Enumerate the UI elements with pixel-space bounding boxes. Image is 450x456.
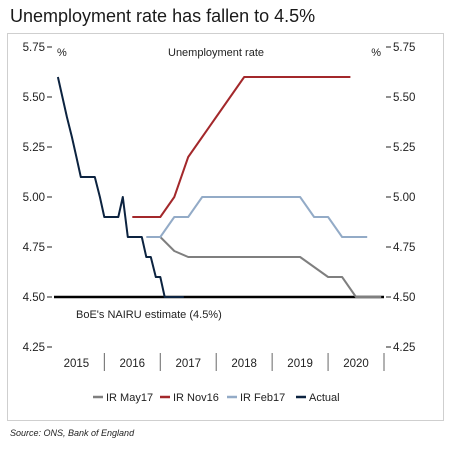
y-tick-label-right: 4.25 xyxy=(393,342,415,354)
chart-legend: IR May17 IR Nov16 IR Feb17 Actual xyxy=(93,392,340,404)
y-tick-label-left: 4.50 xyxy=(23,292,45,304)
legend-label-ir-feb17: IR Feb17 xyxy=(240,392,285,404)
y-tick-label-right: 5.00 xyxy=(393,192,415,204)
x-tick-label: 2015 xyxy=(64,358,90,370)
y-tick-label-right: 4.50 xyxy=(393,292,415,304)
y-unit-right: % xyxy=(371,47,381,59)
series-line-actual xyxy=(56,76,184,298)
source-note: Source: ONS, Bank of England xyxy=(10,428,135,438)
y-tick-label-left: 5.25 xyxy=(23,142,45,154)
series-layer xyxy=(56,76,382,298)
y-tick-label-right: 5.75 xyxy=(393,42,415,54)
y-tick-label-left: 4.75 xyxy=(23,242,45,254)
chart-axes: 4.25 4.25 4.50 4.50 4.75 4.75 5.00 5.00 5.25 5.25… xyxy=(23,42,415,371)
y-tick-label-left: 5.50 xyxy=(23,92,45,104)
x-tick-label: 2018 xyxy=(231,358,257,370)
y-tick-label-right: 5.25 xyxy=(393,142,415,154)
y-tick-label-right: 4.75 xyxy=(393,242,415,254)
legend-label-actual: Actual xyxy=(309,392,340,404)
series-line-ir-nov16 xyxy=(132,76,351,218)
y-tick-label-left: 4.25 xyxy=(23,342,45,354)
x-tick-label: 2019 xyxy=(287,358,313,370)
y-tick-label-right: 5.50 xyxy=(393,92,415,104)
x-tick-label: 2016 xyxy=(120,358,146,370)
figure-title: Unemployment rate has fallen to 4.5% xyxy=(10,6,316,26)
line-chart: 4.25 4.25 4.50 4.50 4.75 4.75 5.00 5.00 5.25 5.25… xyxy=(23,42,416,404)
chart-frame: 4.25 4.25 4.50 4.50 4.75 4.75 5.00 5.00 5.25 5.25… xyxy=(7,33,444,421)
y-tick-label-left: 5.75 xyxy=(23,42,45,54)
legend-label-ir-nov16: IR Nov16 xyxy=(173,392,219,404)
nairu-annotation: BoE's NAIRU estimate (4.5%) xyxy=(76,309,222,321)
reference-line-layer: BoE's NAIRU estimate (4.5%) xyxy=(54,295,384,321)
y-tick-label-left: 5.00 xyxy=(23,192,45,204)
series-line-ir-may17 xyxy=(159,236,382,298)
series-line-ir-feb17 xyxy=(146,196,368,238)
y-unit-left: % xyxy=(57,47,67,59)
x-tick-label: 2017 xyxy=(175,358,201,370)
chart-inner-title: Unemployment rate xyxy=(168,47,264,59)
x-tick-label: 2020 xyxy=(343,358,369,370)
legend-label-ir-may17: IR May17 xyxy=(106,392,153,404)
